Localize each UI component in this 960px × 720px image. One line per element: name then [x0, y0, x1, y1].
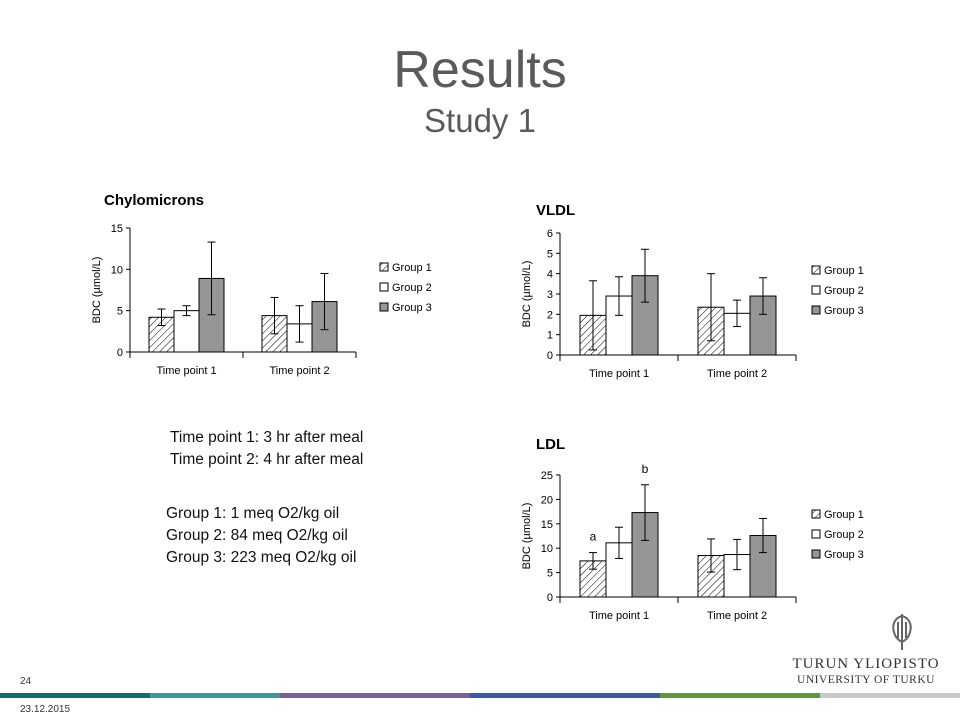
- significance-label: a: [590, 530, 597, 544]
- legend-swatch: [811, 265, 821, 275]
- group-2-note: Group 2: 84 meq O2/kg oil: [166, 527, 348, 544]
- y-tick-label: 4: [547, 269, 553, 281]
- time-point-1-note: Time point 1: 3 hr after meal: [170, 429, 364, 446]
- x-tick-label: Time point 1: [589, 610, 649, 622]
- y-tick-label: 25: [541, 470, 553, 482]
- footer-color-segment: [0, 693, 150, 698]
- y-tick-label: 5: [547, 568, 553, 580]
- vldl-chart: 0 1 2 3 4 5 6 BDC (µmol/L) Time point 1 Time poin…: [521, 228, 864, 380]
- significance-label: b: [642, 462, 649, 476]
- legend-swatch: [811, 305, 821, 315]
- legend-label: Group 1: [392, 262, 432, 274]
- legend-label: Group 3: [824, 305, 864, 317]
- y-tick-label: 15: [111, 223, 123, 235]
- x-tick-label: Time point 1: [589, 368, 649, 380]
- y-tick-label: 6: [547, 228, 553, 240]
- y-tick-label: 0: [547, 592, 553, 604]
- footer-color-segment: [820, 693, 960, 698]
- legend-swatch: [379, 262, 389, 272]
- page-number: 24: [20, 676, 32, 687]
- bar: [173, 310, 200, 353]
- y-tick-label: 5: [547, 248, 553, 260]
- chylomicrons-chart-title: Chylomicrons: [104, 192, 205, 209]
- slide-subtitle: Study 1: [424, 102, 536, 139]
- footer-color-segment: [150, 693, 280, 698]
- y-axis-title: BDC (µmol/L): [521, 261, 533, 328]
- y-axis-title: BDC (µmol/L): [521, 503, 533, 570]
- time-point-2-note: Time point 2: 4 hr after meal: [170, 451, 364, 468]
- y-tick-label: 10: [541, 543, 553, 555]
- y-axis-title: BDC (µmol/L): [91, 257, 103, 324]
- legend-label: Group 3: [392, 302, 432, 314]
- group-3-note: Group 3: 223 meq O2/kg oil: [166, 549, 357, 566]
- x-tick-label: Time point 2: [269, 365, 329, 377]
- footer-color-segment: [470, 693, 660, 698]
- y-tick-label: 20: [541, 494, 553, 506]
- y-tick-label: 1: [547, 330, 553, 342]
- university-crest-icon: [892, 614, 912, 650]
- bar: [697, 555, 725, 598]
- slide-title: Results: [393, 41, 567, 99]
- x-tick-label: Time point 2: [707, 610, 767, 622]
- legend-label: Group 3: [824, 549, 864, 561]
- x-tick-label: Time point 2: [707, 368, 767, 380]
- y-tick-label: 0: [547, 350, 553, 362]
- legend-label: Group 2: [824, 529, 864, 541]
- y-tick-label: 5: [117, 306, 123, 318]
- legend-swatch: [379, 282, 389, 292]
- legend-swatch: [811, 509, 821, 519]
- footer-color-bar: [0, 693, 960, 698]
- legend-swatch: [811, 549, 821, 559]
- legend-label: Group 1: [824, 265, 864, 277]
- y-tick-label: 15: [541, 519, 553, 531]
- university-name-english: UNIVERSITY OF TURKU: [797, 674, 935, 686]
- legend-label: Group 1: [824, 509, 864, 521]
- y-tick-label: 3: [547, 289, 553, 301]
- legend-label: Group 2: [824, 285, 864, 297]
- y-tick-label: 10: [111, 264, 123, 276]
- group-1-note: Group 1: 1 meq O2/kg oil: [166, 505, 340, 522]
- ldl-chart: 0 5 10 15 20 25 BDC (µmol/L) Time point 1 Time p…: [521, 462, 864, 622]
- legend-swatch: [811, 285, 821, 295]
- legend-swatch: [811, 529, 821, 539]
- chylomicrons-chart: 0 5 10 15 BDC (µmol/L) Time point 1 Time point…: [91, 223, 432, 377]
- y-tick-label: 2: [547, 309, 553, 321]
- footer-color-segment: [660, 693, 820, 698]
- footer-date: 23.12.2015: [20, 704, 71, 715]
- vldl-chart-title: VLDL: [536, 202, 576, 219]
- y-tick-label: 0: [117, 347, 123, 359]
- university-logo: TURUN YLIOPISTO UNIVERSITY OF TURKU: [786, 612, 946, 692]
- footer-color-segment: [280, 693, 470, 698]
- ldl-chart-title: LDL: [536, 436, 566, 453]
- legend-swatch: [379, 302, 389, 312]
- group-notes: Group 1: 1 meq O2/kg oil Group 2: 84 meq…: [166, 503, 356, 569]
- x-tick-label: Time point 1: [156, 365, 216, 377]
- time-point-notes: Time point 1: 3 hr after meal Time point…: [170, 427, 363, 471]
- university-name-finnish: TURUN YLIOPISTO: [792, 656, 940, 672]
- legend-label: Group 2: [392, 282, 432, 294]
